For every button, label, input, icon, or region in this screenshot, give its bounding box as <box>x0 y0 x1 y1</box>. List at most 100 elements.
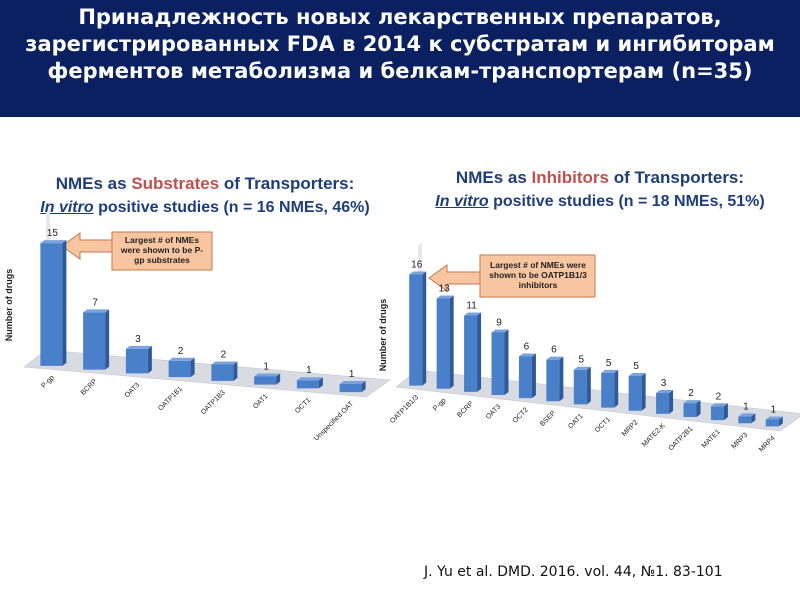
right-value-label-6: 5 <box>579 355 585 366</box>
left-tick-label-4: OATP1B3 <box>200 389 227 416</box>
right-bar-9 <box>656 393 670 414</box>
right-bar-10 <box>683 403 697 417</box>
right-bar-side-11 <box>723 403 728 421</box>
right-bar-12 <box>738 416 752 424</box>
right-tick-label-2: BCRP <box>456 400 475 419</box>
left-subtitle-italic: In vitro <box>40 199 94 216</box>
right-value-label-10: 2 <box>688 388 694 399</box>
right-callout-text: Largest # of NMEs were shown to be OATP1… <box>489 260 587 290</box>
right-bar-side-4 <box>531 353 536 399</box>
left-bar-side-0 <box>62 240 67 366</box>
right-tick-label-9: MATE2-K <box>641 422 667 448</box>
right-bar-top-8 <box>628 373 646 377</box>
right-bar-2 <box>464 315 478 392</box>
left-bar-1 <box>83 312 106 370</box>
left-y-axis-label: Number of drugs <box>4 269 14 342</box>
right-bar-top-10 <box>683 400 701 404</box>
right-subtitle-rest: positive studies (n = 18 NMEs, 51%) <box>488 193 765 210</box>
right-bar-side-6 <box>586 366 591 405</box>
right-tick-label-7: OCT1 <box>594 416 612 434</box>
right-bar-side-0 <box>422 271 427 386</box>
right-tick-label-10: OATP2B1 <box>668 425 695 452</box>
left-title-suffix: of Transporters: <box>219 174 355 193</box>
slide-title: Принадлежность новых лекарственных препа… <box>25 5 775 83</box>
right-tick-label-4: OCT2 <box>512 407 530 425</box>
left-tick-label-5: OAT1 <box>252 393 270 411</box>
left-bar-side-2 <box>147 345 152 374</box>
right-callout-arrow <box>428 264 481 292</box>
citation: J. Yu et al. DMD. 2016. vol. 44, №1. 83-… <box>424 564 723 580</box>
right-tick-label-5: BSEP <box>539 410 557 428</box>
right-title-suffix: of Transporters: <box>608 168 745 187</box>
right-bar-top-13 <box>765 416 783 420</box>
left-value-label-3: 2 <box>178 346 184 357</box>
right-tick-label-0: OATP1B1/3 <box>389 394 420 425</box>
right-bar-side-12 <box>751 413 756 424</box>
title-banner: Принадлежность новых лекарственных препа… <box>0 0 800 117</box>
left-callout-text: Largest # of NMEs were shown to be P-gp … <box>120 235 204 265</box>
left-bar-side-5 <box>276 373 281 385</box>
right-bar-top-3 <box>491 329 509 333</box>
right-bar-side-2 <box>477 312 482 392</box>
right-tick-label-8: MRP2 <box>621 419 640 438</box>
right-subtitle-italic: In vitro <box>435 193 489 210</box>
left-bar-2 <box>125 348 148 374</box>
left-callout-arrow <box>61 232 113 260</box>
left-tick-label-6: OCT1 <box>294 397 312 415</box>
left-value-label-4: 2 <box>221 350 227 361</box>
right-bar-5 <box>546 359 560 402</box>
left-subtitle-rest: positive studies (n = 16 NMEs, 46%) <box>93 199 370 216</box>
right-bar-side-9 <box>669 390 674 414</box>
right-bar-top-7 <box>601 369 619 373</box>
right-chart-title: NMEs as Inhibitors of Transporters: In v… <box>400 166 800 214</box>
left-bar-7 <box>339 383 362 393</box>
right-bar-6 <box>573 369 587 405</box>
right-bar-side-3 <box>504 329 509 395</box>
right-bar-1 <box>436 298 450 389</box>
left-bar-side-4 <box>233 361 238 381</box>
left-title-accent: Substrates <box>131 174 220 193</box>
left-value-label-5: 1 <box>263 361 269 372</box>
left-bar-3 <box>168 360 191 378</box>
left-tick-label-3: OATP1B1 <box>157 386 184 413</box>
right-bar-top-1 <box>436 295 454 299</box>
right-bar-side-10 <box>696 400 701 417</box>
right-bar-13 <box>765 419 779 427</box>
right-y-axis-label: Number of drugs <box>378 299 388 372</box>
left-bar-top-5 <box>254 373 281 377</box>
right-bar-side-13 <box>778 416 783 427</box>
right-bar-top-0 <box>409 271 427 275</box>
right-bar-side-5 <box>559 356 564 402</box>
left-bar-top-3 <box>168 357 195 361</box>
left-callout-box <box>111 231 213 271</box>
right-bar-top-12 <box>738 413 756 417</box>
right-bar-top-2 <box>464 312 482 316</box>
right-bar-11 <box>710 406 724 421</box>
left-bar-6 <box>296 380 319 389</box>
left-tick-label-7: Unspecified OAT <box>313 400 356 443</box>
right-value-label-13: 1 <box>771 404 777 415</box>
right-bar-top-5 <box>546 356 564 360</box>
left-bar-side-6 <box>318 377 323 389</box>
left-bar-top-6 <box>296 377 323 381</box>
right-bar-top-9 <box>656 390 674 394</box>
right-value-label-4: 6 <box>524 341 530 352</box>
right-bar-8 <box>628 376 642 411</box>
left-bar-4 <box>211 364 234 381</box>
left-value-label-2: 3 <box>135 334 141 345</box>
left-bar-5 <box>254 376 277 385</box>
right-value-label-9: 3 <box>661 378 667 389</box>
left-tick-label-0: P-gp <box>40 374 55 389</box>
left-value-label-1: 7 <box>92 297 98 308</box>
left-bar-0 <box>40 243 63 366</box>
left-bar-top-4 <box>211 361 238 365</box>
right-tick-label-12: MRP3 <box>731 432 750 451</box>
right-value-label-5: 6 <box>551 345 557 356</box>
right-bar-7 <box>601 372 615 408</box>
right-bar-top-6 <box>573 366 591 370</box>
left-bar-top-1 <box>83 309 110 313</box>
right-value-label-12: 1 <box>743 401 749 412</box>
left-title-prefix: NMEs as <box>55 174 132 193</box>
right-bar-0 <box>409 274 423 386</box>
